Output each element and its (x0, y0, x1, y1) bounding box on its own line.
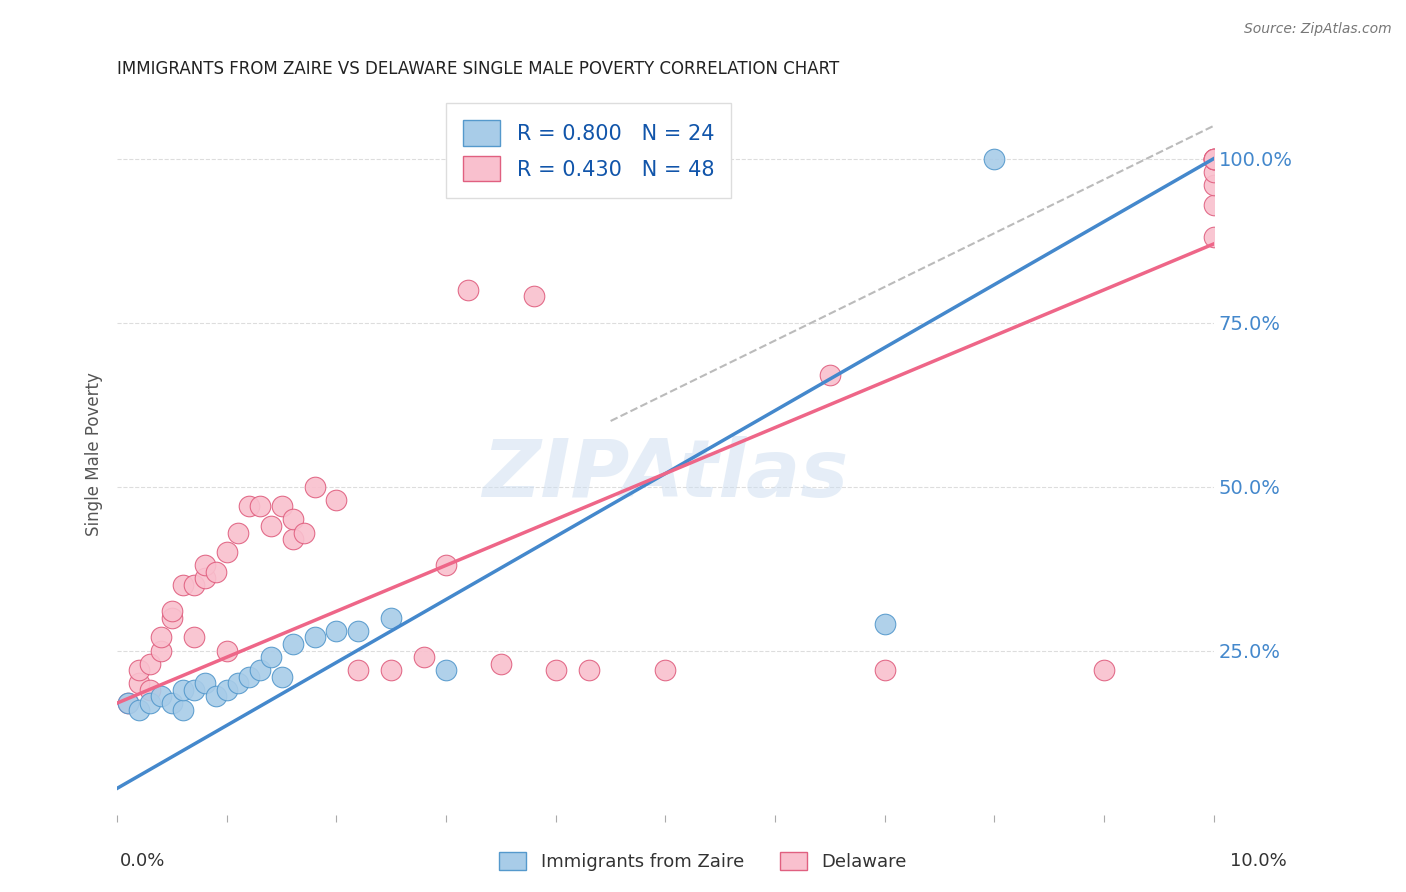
Point (226, 676, 249, 690)
Point (347, 624, 370, 638)
Point (183, 631, 205, 645)
Point (523, 289, 546, 303)
Point (260, 650, 283, 665)
Point (281, 512, 304, 526)
Point (139, 682, 162, 697)
Point (139, 657, 162, 671)
Point (281, 637, 304, 651)
Point (238, 670, 260, 684)
Point (1202, 197, 1225, 211)
Point (150, 690, 173, 704)
Point (1202, 230, 1225, 244)
Point (818, 368, 841, 383)
Point (172, 703, 194, 717)
Point (304, 631, 326, 645)
Point (270, 500, 292, 514)
Point (380, 611, 402, 625)
Point (226, 525, 249, 540)
Point (249, 500, 271, 514)
Point (380, 663, 402, 677)
Text: Source: ZipAtlas.com: Source: ZipAtlas.com (1244, 22, 1392, 37)
Point (260, 519, 283, 533)
Point (128, 663, 150, 677)
Point (304, 480, 326, 494)
Text: ZIPAtlas: ZIPAtlas (482, 436, 849, 515)
Point (1202, 152, 1225, 166)
Point (160, 611, 183, 625)
Point (281, 532, 304, 546)
Point (172, 578, 194, 592)
Point (194, 558, 217, 573)
Y-axis label: Single Male Poverty: Single Male Poverty (86, 372, 103, 536)
Point (117, 696, 139, 710)
Point (983, 152, 1005, 166)
Point (128, 676, 150, 690)
Point (160, 696, 183, 710)
Point (249, 663, 271, 677)
Point (292, 525, 315, 540)
Point (183, 578, 205, 592)
Legend: Immigrants from Zaire, Delaware: Immigrants from Zaire, Delaware (492, 845, 914, 879)
Point (205, 690, 228, 704)
Point (1202, 152, 1225, 166)
Point (347, 663, 370, 677)
Point (139, 696, 162, 710)
Point (654, 663, 676, 677)
Point (1202, 165, 1225, 179)
Point (215, 545, 238, 559)
Point (128, 703, 150, 717)
Point (117, 696, 139, 710)
Text: 10.0%: 10.0% (1230, 852, 1286, 870)
Text: IMMIGRANTS FROM ZAIRE VS DELAWARE SINGLE MALE POVERTY CORRELATION CHART: IMMIGRANTS FROM ZAIRE VS DELAWARE SINGLE… (117, 60, 839, 78)
Point (873, 663, 896, 677)
Point (325, 492, 347, 507)
Point (1202, 152, 1225, 166)
Point (205, 565, 228, 579)
Point (413, 650, 436, 665)
Point (183, 682, 205, 697)
Point (434, 558, 457, 573)
Point (1202, 152, 1225, 166)
Legend: R = 0.800   N = 24, R = 0.430   N = 48: R = 0.800 N = 24, R = 0.430 N = 48 (446, 103, 731, 198)
Point (578, 663, 600, 677)
Point (238, 500, 260, 514)
Point (1092, 663, 1115, 677)
Point (544, 663, 567, 677)
Point (489, 657, 512, 671)
Point (270, 670, 292, 684)
Point (215, 682, 238, 697)
Point (150, 631, 173, 645)
Point (325, 624, 347, 638)
Point (160, 604, 183, 618)
Point (873, 617, 896, 632)
Point (457, 283, 479, 297)
Point (1202, 178, 1225, 192)
Point (194, 676, 217, 690)
Point (194, 571, 217, 585)
Point (150, 643, 173, 657)
Text: 0.0%: 0.0% (120, 852, 165, 870)
Point (434, 663, 457, 677)
Point (172, 682, 194, 697)
Point (215, 643, 238, 657)
